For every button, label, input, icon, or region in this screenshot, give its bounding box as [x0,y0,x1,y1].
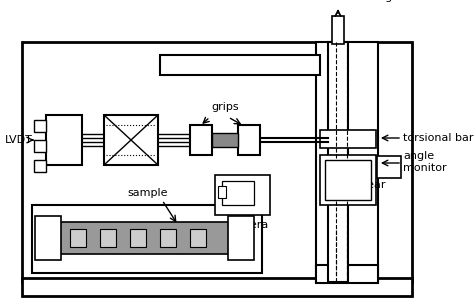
Bar [46,115,82,165]
Bar [160,229,176,247]
Bar [34,140,46,152]
Text: fixed to uniaxial loading axis: fixed to uniaxial loading axis [258,0,418,2]
Bar [332,16,344,44]
Bar [222,181,254,205]
Bar [190,125,212,155]
Bar [55,222,240,254]
Bar [100,229,116,247]
Bar [328,42,348,282]
Bar [316,42,378,282]
Bar [325,160,371,200]
Text: gear: gear [360,180,385,190]
Bar [320,155,376,205]
Bar [35,216,61,260]
Bar [320,130,376,148]
Bar [228,216,254,260]
Bar [218,186,226,198]
Text: torsional bar: torsional bar [403,133,474,143]
Bar [212,133,238,147]
Bar [130,229,146,247]
Bar [377,156,401,178]
Text: grips: grips [211,102,239,112]
Bar [316,265,378,283]
Bar [70,229,86,247]
Bar [104,115,158,165]
Text: sample: sample [128,188,168,198]
Bar [215,175,270,215]
Text: angle
monitor: angle monitor [403,151,447,173]
Text: camera: camera [227,220,269,230]
Bar [238,125,260,155]
Bar [22,278,412,296]
Bar [22,42,412,282]
Bar [34,160,46,172]
Bar [34,120,46,132]
Text: LVDT: LVDT [5,135,33,145]
Bar [190,229,206,247]
Bar [160,55,320,75]
Bar [32,205,262,273]
